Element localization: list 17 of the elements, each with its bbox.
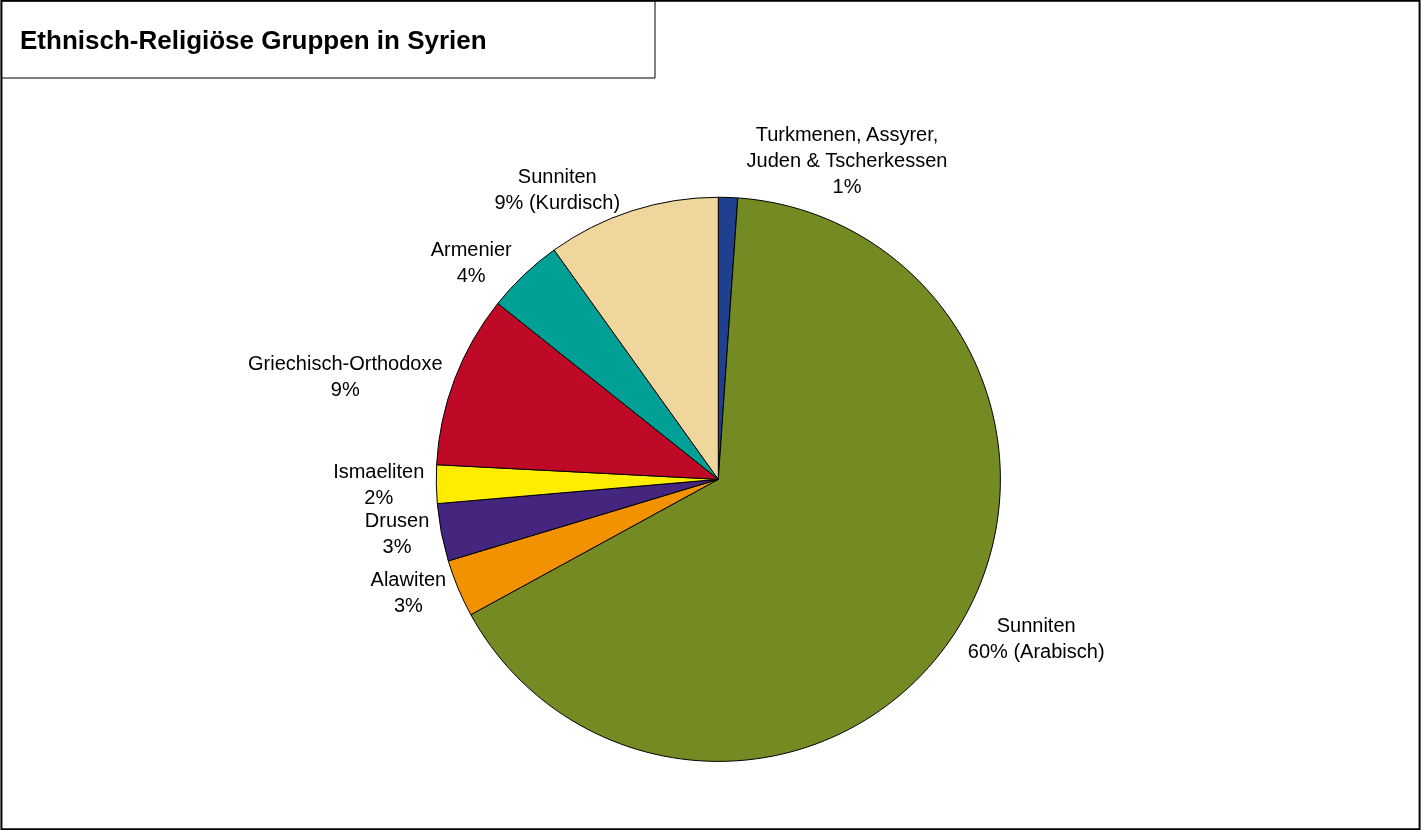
slice-label: Griechisch-Orthodoxe (248, 352, 443, 375)
data-label: 9% (Kurdisch) (494, 191, 621, 214)
data-label: 3% (393, 593, 424, 616)
slice-label: Alawiten (370, 567, 447, 590)
slice-label: Drusen (364, 509, 430, 532)
data-label: 2% (364, 486, 394, 509)
slice-label: Sunniten (996, 614, 1076, 637)
data-label: 9% (330, 378, 360, 401)
data-label: 1% (832, 175, 862, 198)
slice-label: Armenier (430, 238, 513, 261)
data-label: 4% (456, 264, 486, 287)
slice-label: Turkmenen, Assyrer, Juden & Tscherkessen (746, 123, 948, 172)
data-label: 60% (Arabisch) (967, 640, 1105, 663)
slice-label: Ismaeliten (333, 460, 425, 483)
slice-label: Sunniten (517, 165, 597, 188)
chart-title: Ethnisch-Religiöse Gruppen in Syrien (20, 25, 487, 55)
data-label: 3% (382, 535, 412, 558)
